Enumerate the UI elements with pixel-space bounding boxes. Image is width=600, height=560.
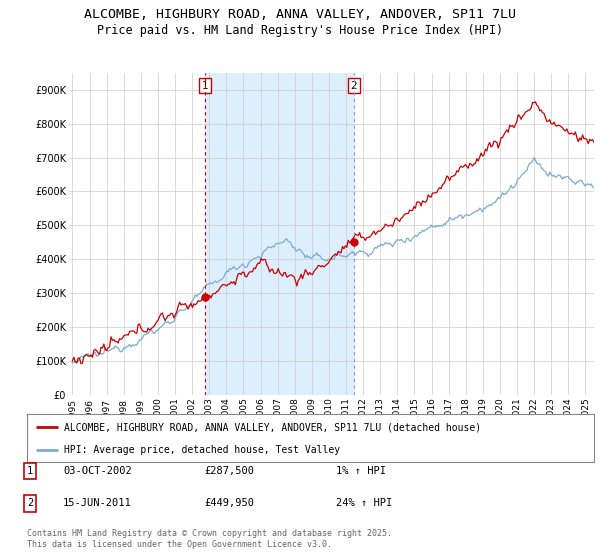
Text: £287,500: £287,500 [204, 466, 254, 476]
Text: ALCOMBE, HIGHBURY ROAD, ANNA VALLEY, ANDOVER, SP11 7LU (detached house): ALCOMBE, HIGHBURY ROAD, ANNA VALLEY, AND… [64, 422, 481, 432]
Bar [205, 73, 354, 395]
Text: 1: 1 [27, 466, 33, 476]
Text: HPI: Average price, detached house, Test Valley: HPI: Average price, detached house, Test… [64, 445, 340, 455]
Text: 2: 2 [27, 498, 33, 508]
Text: Contains HM Land Registry data © Crown copyright and database right 2025.
This d: Contains HM Land Registry data © Crown c… [27, 529, 392, 549]
Text: £449,950: £449,950 [204, 498, 254, 508]
Text: 2: 2 [350, 81, 357, 91]
Text: 24% ↑ HPI: 24% ↑ HPI [336, 498, 392, 508]
Text: 1% ↑ HPI: 1% ↑ HPI [336, 466, 386, 476]
Text: 03-OCT-2002: 03-OCT-2002 [63, 466, 132, 476]
Text: ALCOMBE, HIGHBURY ROAD, ANNA VALLEY, ANDOVER, SP11 7LU: ALCOMBE, HIGHBURY ROAD, ANNA VALLEY, AND… [84, 8, 516, 21]
Text: 15-JUN-2011: 15-JUN-2011 [63, 498, 132, 508]
Text: Price paid vs. HM Land Registry's House Price Index (HPI): Price paid vs. HM Land Registry's House … [97, 24, 503, 36]
Text: 1: 1 [202, 81, 208, 91]
